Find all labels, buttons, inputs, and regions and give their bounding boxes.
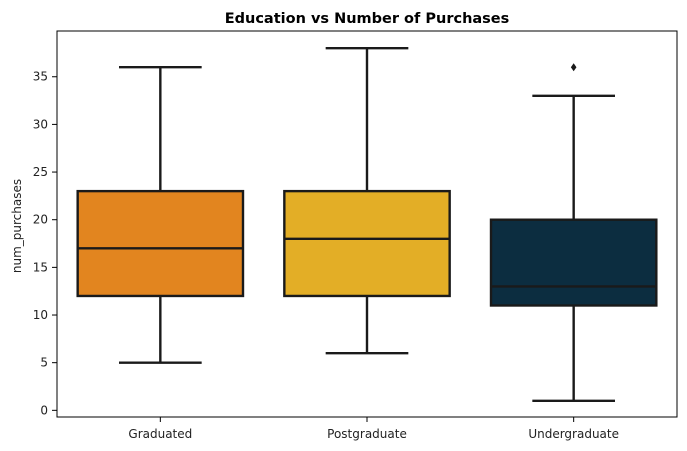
y-tick-label: 10 bbox=[33, 308, 48, 322]
x-tick-label: Undergraduate bbox=[528, 427, 619, 441]
y-tick-label: 15 bbox=[33, 260, 48, 274]
box-graduated bbox=[76, 189, 245, 298]
outlier-point bbox=[570, 63, 577, 72]
plot-area: 0 5 10 15 20 25 30 35 Graduated Postgraduate Under… bbox=[33, 46, 658, 441]
y-tick-label: 20 bbox=[33, 213, 48, 227]
plot-frame bbox=[56, 30, 678, 418]
y-tick-label: 25 bbox=[33, 165, 48, 179]
chart-title: Education vs Number of Purchases bbox=[225, 11, 510, 27]
y-tick-label: 30 bbox=[33, 117, 48, 131]
y-axis-label: num_purchases bbox=[10, 179, 24, 273]
x-tick-label: Graduated bbox=[128, 427, 192, 441]
y-tick-label: 5 bbox=[40, 356, 48, 370]
box-undergraduate bbox=[489, 218, 658, 307]
y-tick-label: 0 bbox=[40, 403, 48, 417]
box-postgraduate bbox=[283, 189, 451, 298]
x-tick-label: Postgraduate bbox=[327, 427, 407, 441]
y-tick-label: 35 bbox=[33, 70, 48, 84]
